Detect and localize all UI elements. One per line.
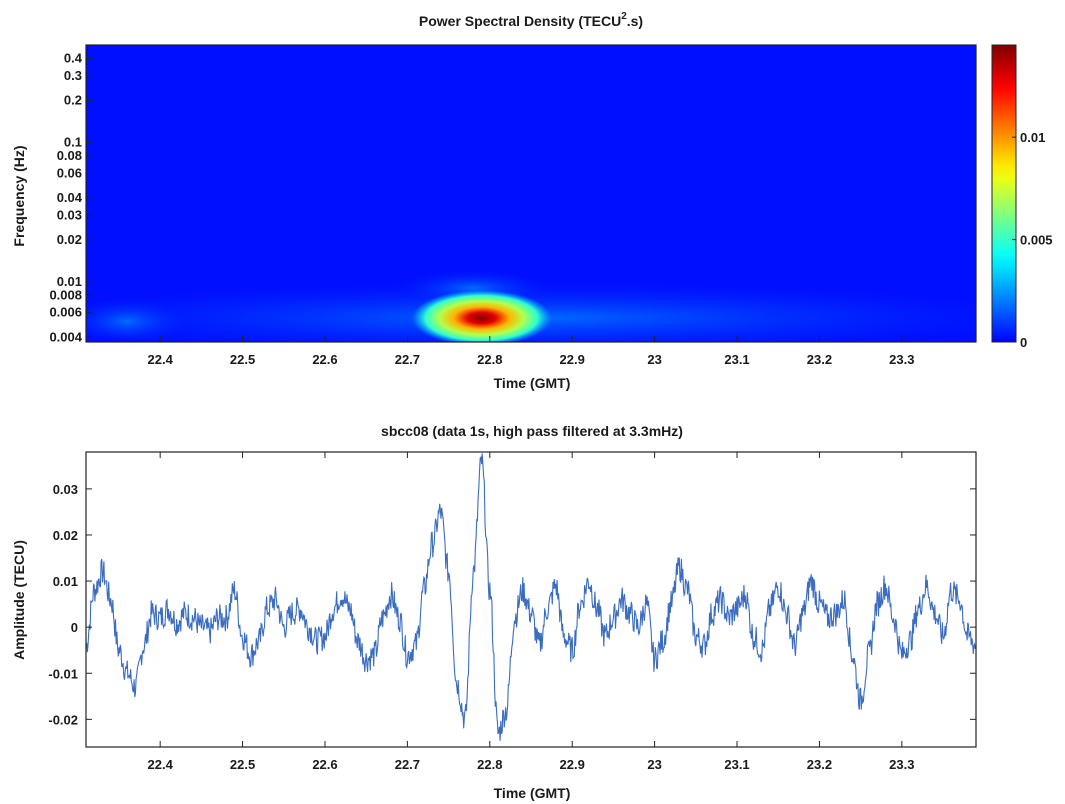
x-tick-label: 23.2 — [807, 757, 832, 772]
spectrogram-x-ticks: 22.4 22.5 22.6 22.7 22.8 22.9 23 23.1 23.2 23.3 — [148, 336, 914, 367]
y-tick-label: 0.02 — [57, 232, 82, 247]
y-tick-label: 0.03 — [57, 207, 82, 222]
x-tick-label: 23.3 — [889, 352, 914, 367]
y-tick-label: 0.004 — [49, 329, 82, 344]
y-tick-label: 0 — [71, 620, 78, 635]
y-tick-label: 0.006 — [49, 305, 82, 320]
x-tick-label: 22.6 — [312, 757, 337, 772]
x-tick-label: 22.8 — [477, 352, 502, 367]
amplitude-x-ticks: 22.4 22.5 22.6 22.7 22.8 22.9 23 23.1 23.2 23.3 — [148, 452, 914, 772]
y-tick-label: 0.06 — [57, 165, 82, 180]
y-tick-label: -0.01 — [48, 666, 78, 681]
y-tick-label: -0.02 — [48, 712, 78, 727]
x-tick-label: 22.6 — [312, 352, 337, 367]
y-tick-label: 0.01 — [53, 574, 78, 589]
x-tick-label: 23.2 — [807, 352, 832, 367]
y-tick-label: 0.2 — [64, 92, 82, 107]
spectrogram-title: Power Spectral Density (TECU2.s) — [419, 11, 643, 29]
y-tick-label: 0.04 — [57, 190, 83, 205]
spectrogram-y-label: Frequency (Hz) — [11, 145, 27, 246]
x-tick-label: 23.1 — [724, 757, 749, 772]
energy-patch — [86, 299, 188, 342]
y-tick-label: 0.03 — [53, 482, 78, 497]
spectrogram-energy — [86, 270, 976, 342]
amplitude-y-label: Amplitude (TECU) — [11, 540, 27, 660]
spectrogram-x-label: Time (GMT) — [494, 375, 571, 391]
x-tick-label: 22.5 — [230, 757, 255, 772]
colorbar-tick-label: 0.005 — [1020, 233, 1053, 248]
colorbar — [991, 44, 1017, 343]
x-tick-label: 23 — [647, 757, 661, 772]
colorbar-ticks: 0 0.005 0.01 — [1012, 130, 1053, 350]
amplitude-x-label: Time (GMT) — [494, 785, 571, 801]
x-tick-label: 22.7 — [395, 352, 420, 367]
y-tick-label: 0.4 — [64, 51, 83, 66]
y-tick-label: 0.01 — [57, 274, 82, 289]
y-tick-label: 0.3 — [64, 68, 82, 83]
x-tick-label: 22.9 — [560, 352, 585, 367]
x-tick-label: 22.7 — [395, 757, 420, 772]
amplitude-background — [86, 452, 976, 747]
amplitude-series-line — [85, 453, 977, 741]
spectrogram-y-ticks: 0.0040.0060.0080.010.020.030.040.060.080… — [49, 51, 92, 344]
amplitude-title: sbcc08 (data 1s, high pass filtered at 3… — [381, 423, 683, 439]
spectral-peak — [411, 290, 552, 342]
amplitude-y-ticks: -0.02 -0.01 0 0.01 0.02 0.03 — [48, 482, 976, 727]
y-tick-label: 0.02 — [53, 528, 78, 543]
x-tick-label: 22.8 — [477, 757, 502, 772]
x-tick-label: 22.4 — [148, 757, 174, 772]
spectrogram-panel: Power Spectral Density (TECU2.s) 22.4 22.… — [11, 11, 1053, 391]
colorbar-tick-label: 0 — [1020, 335, 1027, 350]
x-tick-label: 23.1 — [724, 352, 749, 367]
x-tick-label: 23 — [647, 352, 661, 367]
x-tick-label: 22.4 — [148, 352, 174, 367]
amplitude-panel: sbcc08 (data 1s, high pass filtered at 3… — [11, 423, 977, 801]
spectrogram-frame — [85, 44, 977, 343]
x-tick-label: 22.9 — [560, 757, 585, 772]
y-tick-label: 0.08 — [57, 148, 82, 163]
x-tick-label: 23.3 — [889, 757, 914, 772]
y-tick-label: 0.008 — [49, 287, 82, 302]
colorbar-tick-label: 0.01 — [1020, 130, 1045, 145]
y-tick-label: 0.1 — [64, 134, 82, 149]
amplitude-frame — [85, 451, 977, 748]
x-tick-label: 22.5 — [230, 352, 255, 367]
